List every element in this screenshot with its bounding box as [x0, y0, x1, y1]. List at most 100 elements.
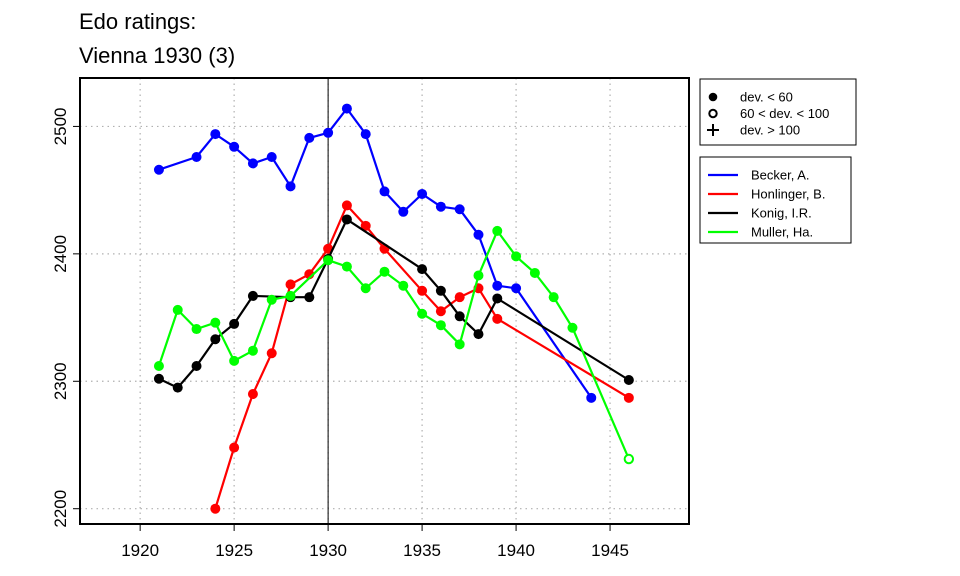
data-point [623, 453, 635, 465]
data-point [379, 266, 390, 277]
data-point [379, 186, 390, 197]
data-point [341, 214, 352, 225]
data-point [417, 285, 428, 296]
x-tick-label: 1920 [121, 541, 159, 560]
data-point [285, 279, 296, 290]
marker-legend-label: dev. < 60 [740, 90, 793, 105]
data-point [454, 204, 465, 215]
data-point [435, 306, 446, 317]
data-point [454, 311, 465, 322]
chart-title: Edo ratings: [79, 9, 196, 34]
data-point [247, 158, 258, 169]
series-legend-label: Becker, A. [751, 168, 810, 183]
data-point [398, 280, 409, 291]
data-point [586, 392, 597, 403]
data-point [454, 339, 465, 350]
data-point [210, 503, 221, 514]
data-point [492, 313, 503, 324]
y-tick-label: 2500 [51, 108, 70, 146]
series-muller-ha [153, 225, 635, 465]
x-tick-label: 1930 [309, 541, 347, 560]
data-point [153, 164, 164, 175]
data-point [623, 392, 634, 403]
data-point [454, 292, 465, 303]
data-point [323, 127, 334, 138]
series-legend-label: Honlinger, B. [751, 187, 825, 202]
data-point [153, 360, 164, 371]
x-tick-label: 1940 [497, 541, 535, 560]
data-point [247, 345, 258, 356]
data-point [473, 270, 484, 281]
data-point [247, 290, 258, 301]
data-point [285, 181, 296, 192]
series-becker-a [153, 103, 597, 403]
data-point [360, 283, 371, 294]
y-tick-label: 2300 [51, 362, 70, 400]
series-layer [153, 103, 635, 514]
data-point [417, 308, 428, 319]
data-point [191, 152, 202, 163]
data-point [492, 293, 503, 304]
series-legend-label: Muller, Ha. [751, 225, 813, 240]
series-line [158, 218, 630, 389]
data-point [304, 132, 315, 143]
filled-circle-icon [708, 92, 718, 102]
data-point [360, 129, 371, 140]
data-point [172, 382, 183, 393]
data-point [511, 283, 522, 294]
data-point [153, 373, 164, 384]
data-point [285, 290, 296, 301]
data-point [529, 267, 540, 278]
data-point [341, 200, 352, 211]
data-point [360, 220, 371, 231]
data-point [435, 285, 446, 296]
data-point [229, 355, 240, 366]
data-point [435, 320, 446, 331]
plot-frame [79, 77, 690, 525]
data-point [473, 329, 484, 340]
plus-icon [707, 124, 719, 136]
data-point [473, 229, 484, 240]
data-point [247, 389, 258, 400]
series-konig-i-r [153, 214, 634, 393]
data-point [417, 188, 428, 199]
y-tick-label: 2400 [51, 235, 70, 273]
data-point [492, 225, 503, 236]
data-point [229, 318, 240, 329]
data-point [304, 292, 315, 303]
series-legend-box [699, 156, 852, 244]
data-point [435, 201, 446, 212]
data-point [266, 348, 277, 359]
data-point [417, 264, 428, 275]
series-legend-label: Konig, I.R. [751, 206, 812, 221]
series-line [157, 229, 630, 460]
grid-lines [80, 78, 689, 524]
data-point [341, 261, 352, 272]
series-line [158, 107, 593, 399]
data-point [229, 141, 240, 152]
chart-subtitle: Vienna 1930 (3) [79, 43, 235, 68]
marker-legend-box [699, 78, 857, 146]
data-point [341, 103, 352, 114]
x-tick-label: 1925 [215, 541, 253, 560]
y-tick-label: 2200 [51, 490, 70, 528]
data-point [172, 304, 183, 315]
series-line [214, 204, 630, 510]
data-point [492, 280, 503, 291]
data-point [511, 251, 522, 262]
data-point [210, 317, 221, 328]
axes: 1920 1925 1930 1935 1940 1945 2200 2300 2400 2500 [51, 108, 629, 560]
marker-legend-label: dev. > 100 [740, 123, 800, 138]
x-tick-label: 1935 [403, 541, 441, 560]
x-tick-label: 1945 [591, 541, 629, 560]
data-point [567, 322, 578, 333]
marker-legend-label: 60 < dev. < 100 [740, 106, 829, 121]
series-honlinger-b [210, 200, 634, 514]
data-point [191, 360, 202, 371]
series-legend: Becker, A. Honlinger, B. Konig, I.R. Muller… [699, 156, 852, 244]
data-point [191, 324, 202, 335]
data-point [229, 442, 240, 453]
data-point [210, 129, 221, 140]
